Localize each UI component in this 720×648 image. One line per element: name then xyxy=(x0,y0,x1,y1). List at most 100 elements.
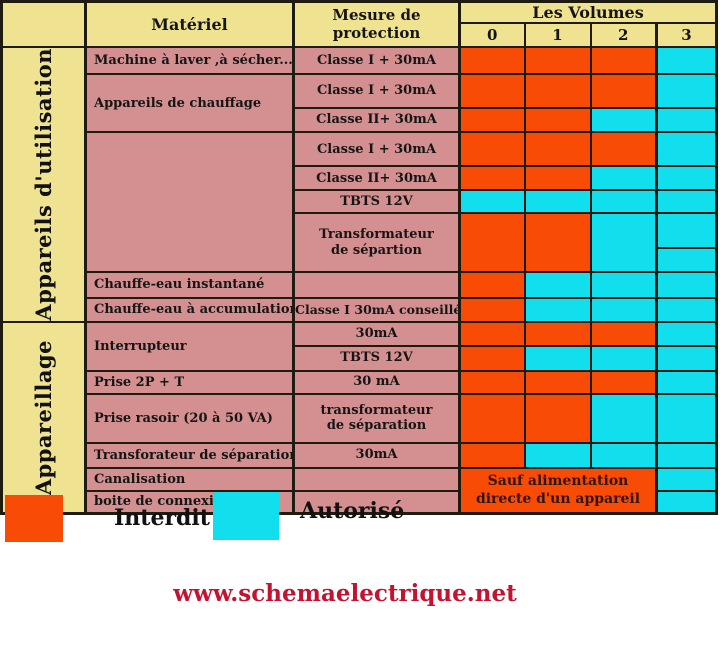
group-label-text: Appareils d'utilisation xyxy=(31,48,56,321)
volume-cell xyxy=(523,369,592,395)
header-vol-2: 2 xyxy=(589,22,658,48)
volume-cell xyxy=(589,131,658,168)
material-cell: Appareils de chauffage xyxy=(84,72,295,134)
mesure-cell: Classe I + 30mA xyxy=(292,72,461,110)
header-vol-3: 3 xyxy=(654,22,718,48)
mesure-cell: 30 mA xyxy=(292,369,461,395)
volume-cell xyxy=(523,296,592,323)
volume-cell xyxy=(458,392,526,444)
sauf-alimentation-cell: Sauf alimentation directe d'un appareil xyxy=(458,466,658,515)
volume-cell xyxy=(589,320,658,347)
material-cell: Prise rasoir (20 à 50 VA) xyxy=(84,392,295,444)
volume-cell xyxy=(458,165,526,192)
volume-cell xyxy=(589,72,658,110)
volume-cell xyxy=(654,165,718,192)
volume-cell xyxy=(458,441,526,469)
mesure-cell: 30mA xyxy=(292,320,461,347)
corner-cell xyxy=(0,0,87,48)
volume-cell xyxy=(458,270,526,299)
volume-cell xyxy=(458,344,526,372)
group-label-appareillage: Appareillage xyxy=(0,320,87,515)
volume-cell xyxy=(523,72,592,110)
volume-cell xyxy=(458,46,526,75)
volume-cell xyxy=(523,165,592,192)
volume-cell xyxy=(654,72,718,110)
mesure-cell: Classe I + 30mA xyxy=(292,46,461,75)
group-label-text: Appareillage xyxy=(31,339,56,496)
volume-cell xyxy=(654,392,718,444)
volume-cell xyxy=(523,270,592,299)
volume-cell xyxy=(589,165,658,192)
mesure-cell: transformateur de séparation xyxy=(292,392,461,444)
mesure-cell: Classe II+ 30mA xyxy=(292,107,461,134)
mesure-cell xyxy=(292,270,461,299)
volume-cell xyxy=(589,441,658,469)
website-link[interactable]: www.schemaelectrique.net xyxy=(173,580,517,607)
volume-cell xyxy=(458,320,526,347)
volume-cell xyxy=(523,131,592,168)
header-mesure: Mesure de protection xyxy=(292,0,461,48)
material-cell: Prise 2P + T xyxy=(84,369,295,395)
header-vol-0: 0 xyxy=(458,22,526,48)
volume-cell xyxy=(458,296,526,323)
volume-cell xyxy=(458,107,526,134)
volume-cell xyxy=(654,246,718,273)
volume-cell xyxy=(589,270,658,299)
mesure-cell: Classe I + 30mA xyxy=(292,131,461,168)
volumes-table: Matériel Mesure de protection Les Volume… xyxy=(0,0,719,516)
header-material: Matériel xyxy=(84,0,295,48)
volume-cell xyxy=(654,489,718,515)
autorise-label: Autorisé xyxy=(300,498,405,524)
mesure-cell xyxy=(292,466,461,492)
volume-cell xyxy=(589,212,658,273)
material-cell-empty xyxy=(84,131,295,273)
header-volumes: Les Volumes xyxy=(457,0,718,24)
material-cell: Interrupteur xyxy=(84,320,295,372)
volume-cell xyxy=(523,344,592,372)
mesure-cell: Classe II+ 30mA xyxy=(292,165,461,192)
volume-cell xyxy=(589,107,658,134)
header-vol-1: 1 xyxy=(523,22,592,48)
mesure-cell: 30mA xyxy=(292,441,461,469)
legend: Interdit Autorisé xyxy=(0,490,720,560)
volume-cell xyxy=(458,131,526,168)
volume-cell xyxy=(654,466,718,492)
volume-cell xyxy=(458,189,526,215)
volume-cell xyxy=(654,320,718,347)
volume-cell xyxy=(654,107,718,134)
mesure-cell xyxy=(292,489,461,515)
material-cell: Transforateur de séparation xyxy=(84,441,295,469)
material-cell: Canalisation xyxy=(84,466,295,492)
volume-cell xyxy=(654,270,718,299)
mesure-cell: Transformateur de sépartion xyxy=(292,212,461,273)
volume-cell xyxy=(458,369,526,395)
volume-cell xyxy=(589,392,658,444)
volume-cell xyxy=(523,107,592,134)
volume-cell xyxy=(523,320,592,347)
material-cell: Chauffe-eau à accumulation xyxy=(84,296,295,323)
volume-cell xyxy=(654,131,718,168)
material-cell: Chauffe-eau instantané xyxy=(84,270,295,299)
volume-cell xyxy=(589,369,658,395)
volume-cell xyxy=(458,72,526,110)
volume-cell xyxy=(589,344,658,372)
volume-cell xyxy=(589,189,658,215)
volume-cell xyxy=(523,46,592,75)
volume-cell xyxy=(523,392,592,444)
material-cell: Machine à laver ,à sécher... xyxy=(84,46,295,75)
volume-cell xyxy=(523,441,592,469)
mesure-cell: TBTS 12V xyxy=(292,344,461,372)
volume-cell xyxy=(654,296,718,323)
volume-cell xyxy=(589,46,658,75)
volume-cell xyxy=(654,369,718,395)
interdit-label: Interdit xyxy=(114,505,210,531)
volume-cell xyxy=(654,189,718,215)
interdit-color-swatch xyxy=(5,495,63,542)
volume-cell xyxy=(458,212,526,273)
volume-cell xyxy=(654,212,718,249)
volume-cell xyxy=(654,46,718,75)
volume-cell xyxy=(523,212,592,273)
mesure-cell: Classe I 30mA conseillé xyxy=(292,296,461,323)
volume-cell xyxy=(523,189,592,215)
